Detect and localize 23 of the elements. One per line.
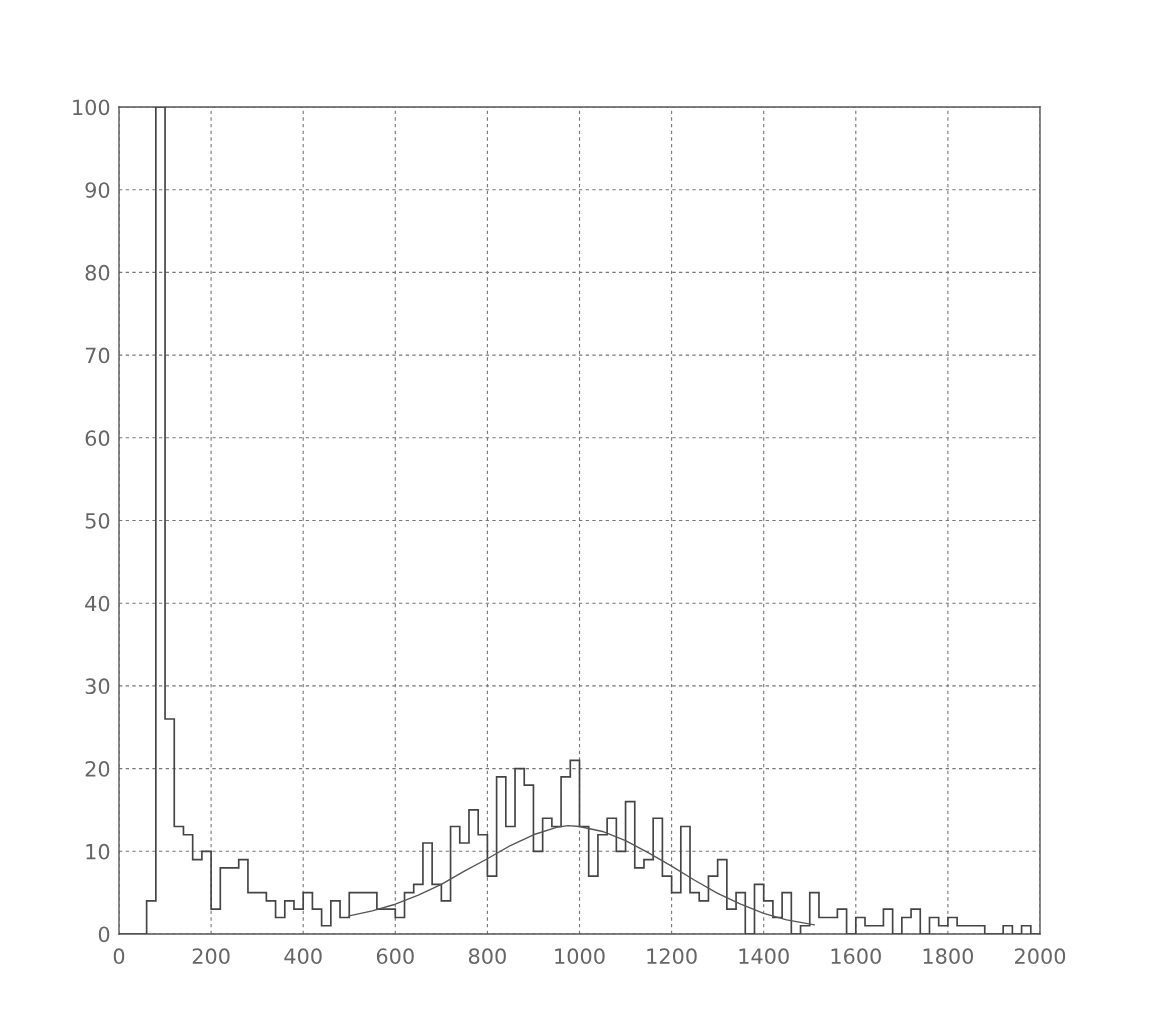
x-tick-label: 2000 — [1015, 948, 1066, 965]
x-tick-label: 1000 — [555, 948, 605, 965]
x-tick-label: 800 — [468, 948, 506, 965]
y-tick-label: 0 — [98, 926, 110, 943]
x-tick-label: 1600 — [831, 948, 881, 965]
y-tick-label: 50 — [85, 512, 110, 529]
line-series — [348, 824, 816, 926]
y-tick-label: 20 — [85, 761, 110, 777]
x-tick-label: 0 — [113, 948, 125, 965]
y-tick-label: 80 — [85, 264, 110, 281]
y-tick-label: 70 — [85, 347, 110, 364]
y-tick-label: 100 — [73, 99, 110, 116]
y-tick-label: 60 — [85, 430, 110, 447]
y-tick-label: 40 — [85, 595, 110, 612]
y-tick-label: 90 — [85, 182, 110, 198]
x-tick-label: 1800 — [923, 948, 974, 965]
x-tick-label: 600 — [376, 948, 414, 965]
x-tick-label: 1200 — [647, 948, 697, 965]
x-tick-label: 400 — [284, 948, 322, 965]
x-tick-label: 1400 — [739, 948, 789, 965]
y-tick-label: 10 — [86, 843, 110, 860]
x-tick-label: 200 — [192, 948, 230, 965]
y-tick-label: 30 — [85, 678, 110, 695]
